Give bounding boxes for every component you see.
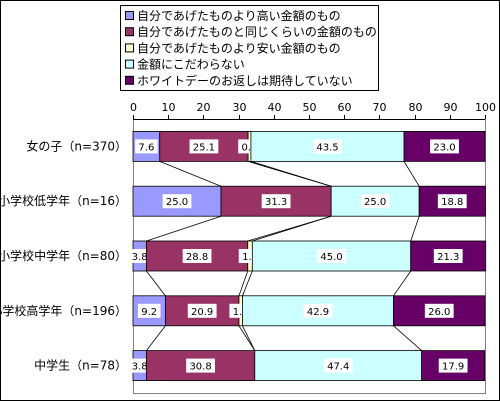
plot-area: 0 10 20 30 40 50 60 70 80 90 100 7.6 25.1 0.8 43.5 23.0… <box>0 101 496 394</box>
series-line <box>146 270 166 297</box>
data-label-bg <box>313 139 342 154</box>
data-label: 25.0 <box>166 197 188 208</box>
data-label-bg <box>360 194 390 209</box>
series-line <box>146 325 166 351</box>
series-line <box>242 270 253 296</box>
data-label-bg <box>433 249 463 263</box>
data-label-bg <box>424 303 454 318</box>
series-line <box>250 161 332 187</box>
category-label: 女の子（n=370） <box>26 138 127 153</box>
data-label-bg <box>137 303 161 318</box>
data-label-bg <box>189 139 219 154</box>
series-line <box>403 161 420 187</box>
x-tick-label: 70 <box>373 101 387 114</box>
legend-label: 金額にこだわらない <box>137 57 245 72</box>
data-label: 28.8 <box>186 252 208 263</box>
data-label: 25.1 <box>193 142 215 153</box>
data-label: 45.0 <box>320 252 342 263</box>
data-label-bg <box>323 358 353 373</box>
legend-box <box>120 5 379 91</box>
data-label: 26.0 <box>428 307 450 318</box>
series-line <box>242 325 256 351</box>
series-line <box>146 215 222 242</box>
legend-swatch <box>125 43 134 53</box>
data-label-bg <box>317 249 346 263</box>
data-label-bg <box>187 303 217 318</box>
category-label: 小学校中学年（n=80） <box>0 248 127 263</box>
legend-swatch <box>125 75 134 85</box>
legend-swatch <box>125 27 134 37</box>
legend-swatch <box>125 11 134 20</box>
legend: 自分であげたものより高い金額のもの自分であげたものと同じくらいの金額のもの自分で… <box>120 5 379 91</box>
data-label: 18.8 <box>441 197 463 208</box>
data-label: 43.5 <box>316 142 338 153</box>
data-label: 1.3 <box>242 252 258 263</box>
legend-label: 自分であげたものと同じくらいの金額のもの <box>137 24 377 39</box>
data-label-bg <box>128 249 151 263</box>
x-tick-label: 10 <box>162 101 176 114</box>
data-label: 3.8 <box>132 252 148 263</box>
data-label-bg <box>261 194 291 209</box>
data-label: 3.8 <box>132 362 148 373</box>
series-line <box>393 270 412 297</box>
series-line <box>252 215 332 242</box>
data-label: 42.9 <box>307 307 329 318</box>
category-label: 小学校高学年（n=196） <box>0 303 127 318</box>
bar-segment <box>393 295 486 327</box>
series-line <box>159 161 222 187</box>
data-label: 25.0 <box>364 197 386 208</box>
series-line <box>410 216 420 242</box>
data-label-bg <box>182 249 212 263</box>
data-label: 21.3 <box>437 252 459 263</box>
x-tick-label: 50 <box>303 101 317 114</box>
legend-label: ホワイトデーのお返しは期待していない <box>137 73 353 88</box>
x-tick-label: 40 <box>268 101 282 114</box>
data-label: 47.4 <box>327 362 349 373</box>
data-label-bg <box>135 139 158 154</box>
data-label: 0.8 <box>242 142 258 153</box>
data-label-bg <box>437 194 467 209</box>
series-line <box>393 325 422 351</box>
data-label-bg <box>430 139 459 154</box>
x-tick-label: 90 <box>444 101 458 114</box>
legend-swatch <box>125 59 134 69</box>
data-label-bg <box>438 358 468 373</box>
data-label-bg <box>186 358 215 373</box>
data-label: 23.0 <box>433 142 455 153</box>
data-label-bg <box>128 358 151 373</box>
x-tick-label: 100 <box>475 101 496 114</box>
data-label: 30.8 <box>189 362 211 373</box>
data-label: 9.2 <box>141 307 157 318</box>
data-label: 17.9 <box>442 362 464 373</box>
x-tick-label: 80 <box>409 101 423 114</box>
series-line <box>238 270 249 296</box>
data-label-bg <box>303 303 333 318</box>
data-label: 7.6 <box>138 142 154 153</box>
x-tick-label: 20 <box>197 101 211 114</box>
legend-label: 自分であげたものより高い金額のもの <box>137 8 341 23</box>
x-tick-label: 0 <box>130 101 137 114</box>
category-label: 小学校低学年（n=16） <box>0 193 127 208</box>
data-label-bg <box>162 194 192 209</box>
data-label: 20.9 <box>191 307 213 318</box>
data-label: 1.0 <box>233 307 249 318</box>
data-label: 31.3 <box>265 197 287 208</box>
x-tick-label: 60 <box>338 101 352 114</box>
legend-label: 自分であげたものより安い金額のもの <box>137 40 341 55</box>
series-line <box>238 325 256 351</box>
x-tick-label: 30 <box>233 101 247 114</box>
category-label: 中学生（n=78） <box>34 358 127 373</box>
